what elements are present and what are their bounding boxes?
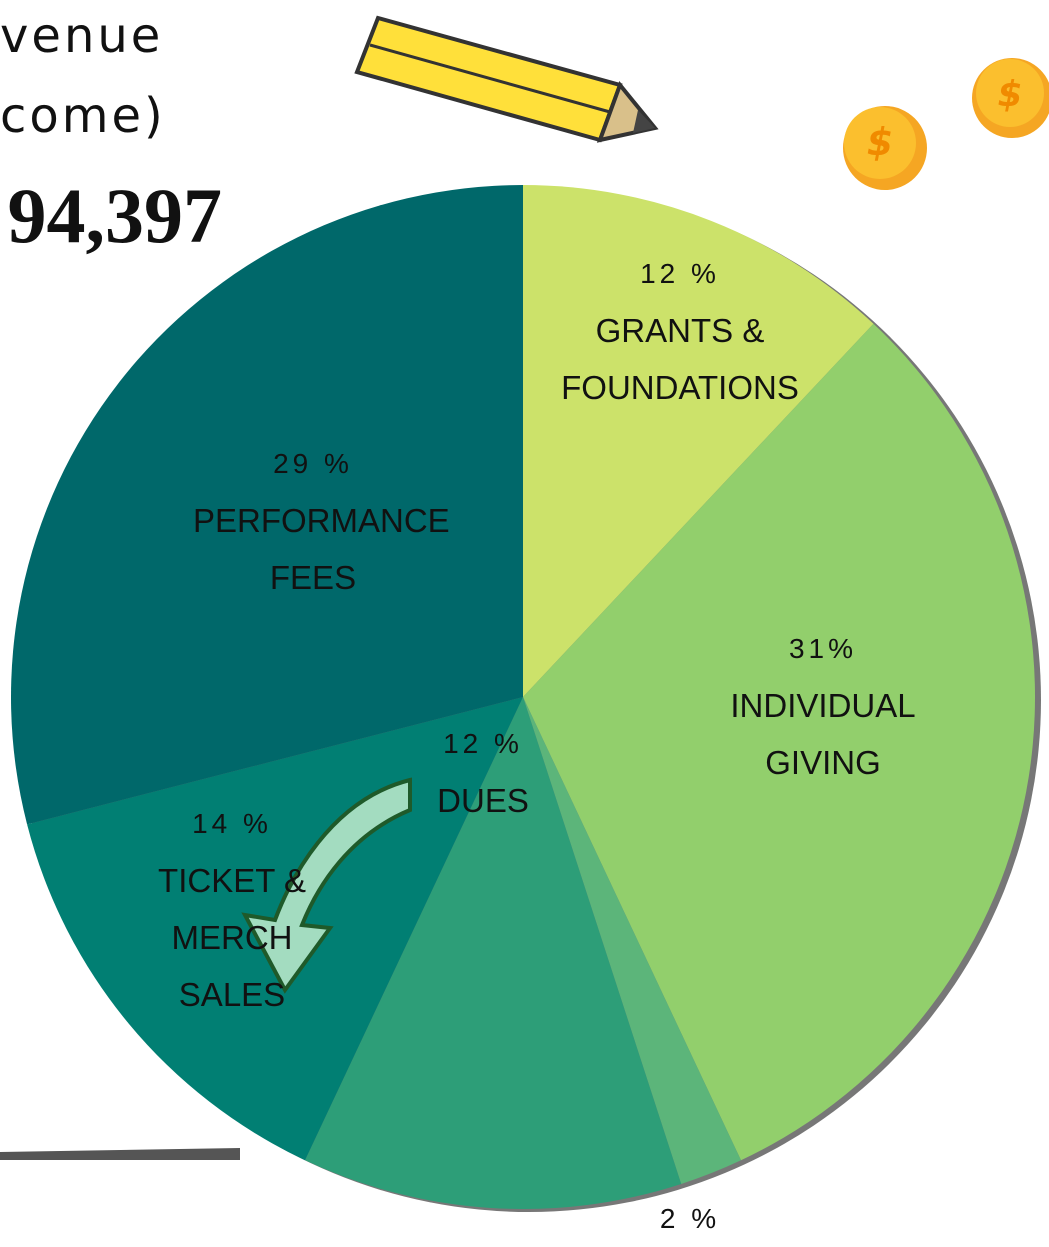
- svg-text:$: $: [867, 120, 893, 164]
- slice: [305, 697, 682, 1209]
- slice-label: 2 %: [530, 1190, 850, 1247]
- slice-label: 29 % PERFORMANCE FEES: [153, 435, 473, 606]
- value-label: 31%: [788, 633, 858, 664]
- category-label: DUES: [437, 782, 529, 819]
- pencil: [354, 15, 659, 143]
- title-line: venue: [0, 8, 163, 64]
- category-label: GRANTS & FOUNDATIONS: [561, 312, 799, 406]
- slice-label: 12 % DUES: [323, 715, 643, 829]
- svg-text:$: $: [997, 74, 1022, 115]
- category-label: INDIVIDUAL GIVING: [730, 687, 916, 781]
- value-label: 2 %: [659, 1203, 721, 1234]
- category-label: PERFORMANCE FEES: [193, 502, 450, 596]
- page: $ $ venue come) 94,397 (() => { const da…: [0, 8, 1049, 1234]
- value-label: 12 %: [640, 258, 720, 289]
- slice: [523, 697, 741, 1184]
- slice-label: 14 % TICKET & MERCH SALES: [87, 795, 377, 1023]
- slice: [10, 185, 523, 825]
- arrow: [241, 777, 412, 994]
- total: 94,397: [8, 172, 223, 259]
- slice: [523, 323, 1035, 1161]
- title-line: come): [0, 88, 166, 144]
- slice: [523, 185, 874, 697]
- coins: $ $: [843, 58, 1049, 190]
- category-label: TICKET & MERCH SALES: [158, 862, 306, 1013]
- value-label: 12 %: [443, 728, 523, 759]
- divider-line: [0, 1148, 240, 1160]
- value-label: 29 %: [273, 448, 353, 479]
- value-label: 14 %: [192, 808, 272, 839]
- slice-label: 12 % GRANTS & FOUNDATIONS: [520, 245, 840, 416]
- chart: $ $ venue come) 94,397: [0, 8, 1049, 1212]
- slice-label: 31% INDIVIDUAL GIVING: [663, 620, 983, 791]
